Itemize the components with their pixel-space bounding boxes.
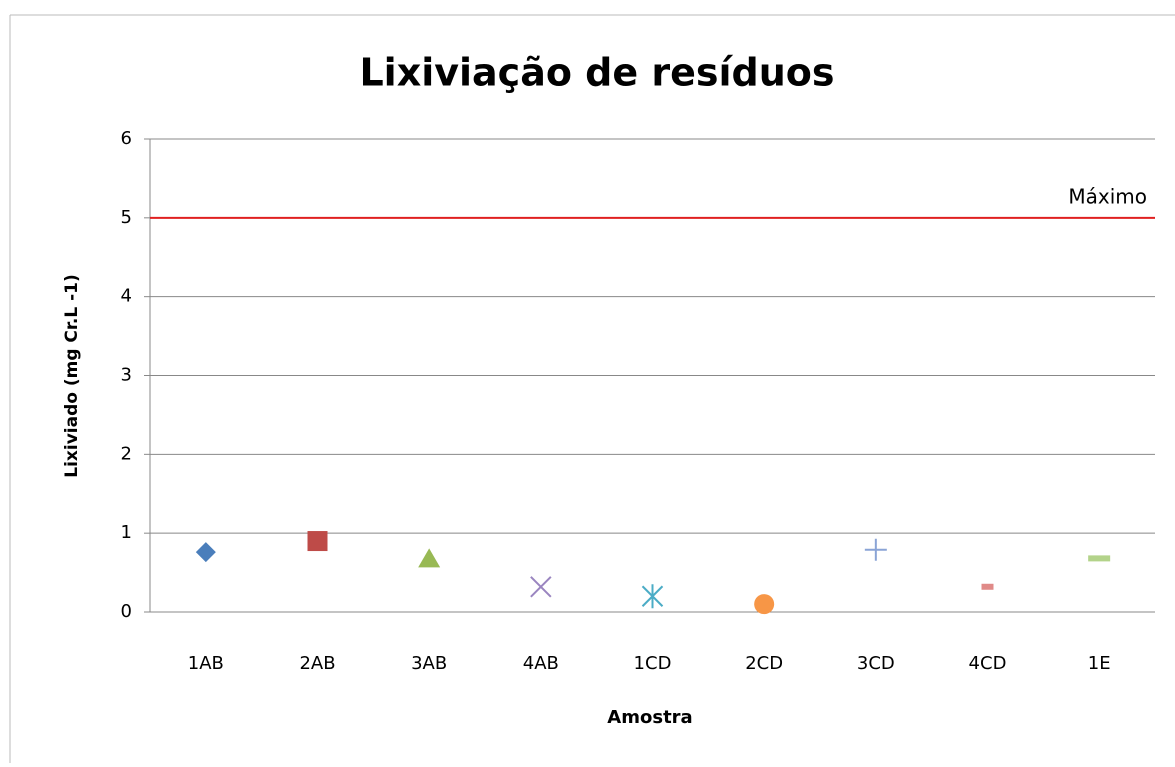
y-tick-label: 4 (121, 286, 132, 307)
marker (307, 531, 328, 552)
marker (641, 584, 664, 609)
y-tick-label: 0 (121, 601, 132, 622)
x-axis-label: Amostra (607, 707, 692, 728)
marker (530, 576, 552, 598)
y-tick-label: 3 (121, 365, 132, 386)
x-tick-label: 4CD (969, 653, 1007, 674)
y-tick-label: 6 (121, 128, 132, 149)
chart-title: Lixiviação de resíduos (359, 51, 834, 95)
marker (195, 542, 216, 563)
x-tick-label: 1CD (634, 653, 672, 674)
marker (1088, 555, 1111, 562)
marker (864, 538, 887, 561)
marker (754, 594, 775, 615)
y-tick-label: 1 (121, 522, 132, 543)
y-tick-label: 5 (121, 207, 132, 228)
marker (418, 548, 441, 568)
x-tick-label: 1E (1088, 653, 1111, 674)
marker (981, 583, 994, 590)
x-tick-label: 4AB (523, 653, 559, 674)
x-tick-label: 2CD (745, 653, 783, 674)
x-tick-label: 2AB (299, 653, 335, 674)
y-tick-label: 2 (121, 443, 132, 464)
y-axis-label: Lixiviado (mg Cr.L -1) (62, 274, 82, 477)
reference-label: Máximo (1068, 184, 1147, 208)
x-tick-label: 3AB (411, 653, 447, 674)
x-tick-label: 1AB (188, 653, 224, 674)
x-tick-label: 3CD (857, 653, 895, 674)
